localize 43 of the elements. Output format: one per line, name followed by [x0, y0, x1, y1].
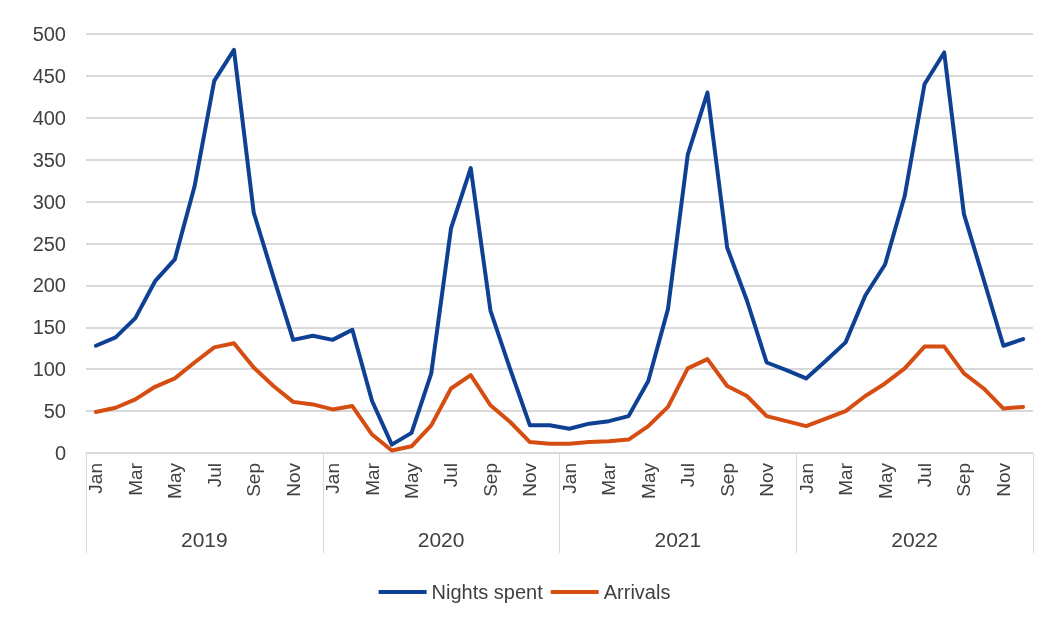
y-tick-label: 200	[32, 274, 66, 297]
x-tick-label: Nov	[519, 462, 541, 497]
text: 2020	[417, 528, 465, 551]
y-tick-label: 100	[32, 358, 66, 381]
text: 2019	[181, 528, 228, 551]
x-tick-label: Mar	[361, 462, 383, 496]
y-tick-label: 500	[32, 23, 66, 45]
x-tick-label: Jan	[795, 463, 817, 494]
x-tick-label: Jan	[85, 463, 107, 494]
x-tick-label: Sep	[716, 463, 738, 497]
y-tick-label: 300	[32, 190, 66, 213]
x-tick-label: Nov	[992, 462, 1014, 497]
x-tick-label: Jul	[913, 463, 935, 488]
line-series	[93, 341, 1026, 453]
y-tick-label: 400	[32, 106, 66, 129]
x-tick-label: Nov	[282, 462, 304, 497]
y-tick-label: 250	[32, 232, 66, 255]
legend-label: Arrivals	[603, 581, 671, 603]
x-tick-label: Sep	[953, 463, 975, 497]
x-tick-label: Sep	[479, 463, 501, 497]
y-tick-label: 50	[43, 400, 66, 423]
x-tick-label: May	[401, 462, 423, 499]
y-tick-label: 450	[32, 64, 66, 87]
legend-label: Nights spent	[431, 581, 544, 603]
text: 2022	[891, 528, 938, 551]
x-tick-label: Sep	[243, 463, 265, 497]
y-tick-label: 350	[32, 148, 66, 171]
x-tick-label: Jul	[203, 463, 225, 488]
x-tick-label: Mar	[124, 462, 146, 496]
x-tick-label: Jul	[677, 463, 699, 488]
y-tick-label: 150	[32, 316, 66, 339]
x-tick-label: Jul	[440, 463, 462, 488]
x-tick-label: Jan	[558, 463, 580, 494]
x-tick-label: Jan	[322, 463, 344, 494]
line-series	[93, 47, 1026, 447]
y-tick-label: 0	[54, 442, 66, 464]
x-tick-label: Mar	[598, 462, 620, 496]
x-tick-label: May	[874, 462, 896, 499]
x-tick-label: Mar	[835, 462, 857, 496]
x-tick-label: Nov	[756, 462, 778, 497]
text: 2021	[654, 528, 702, 551]
x-tick-label: May	[637, 462, 659, 499]
x-tick-label: May	[164, 462, 186, 499]
